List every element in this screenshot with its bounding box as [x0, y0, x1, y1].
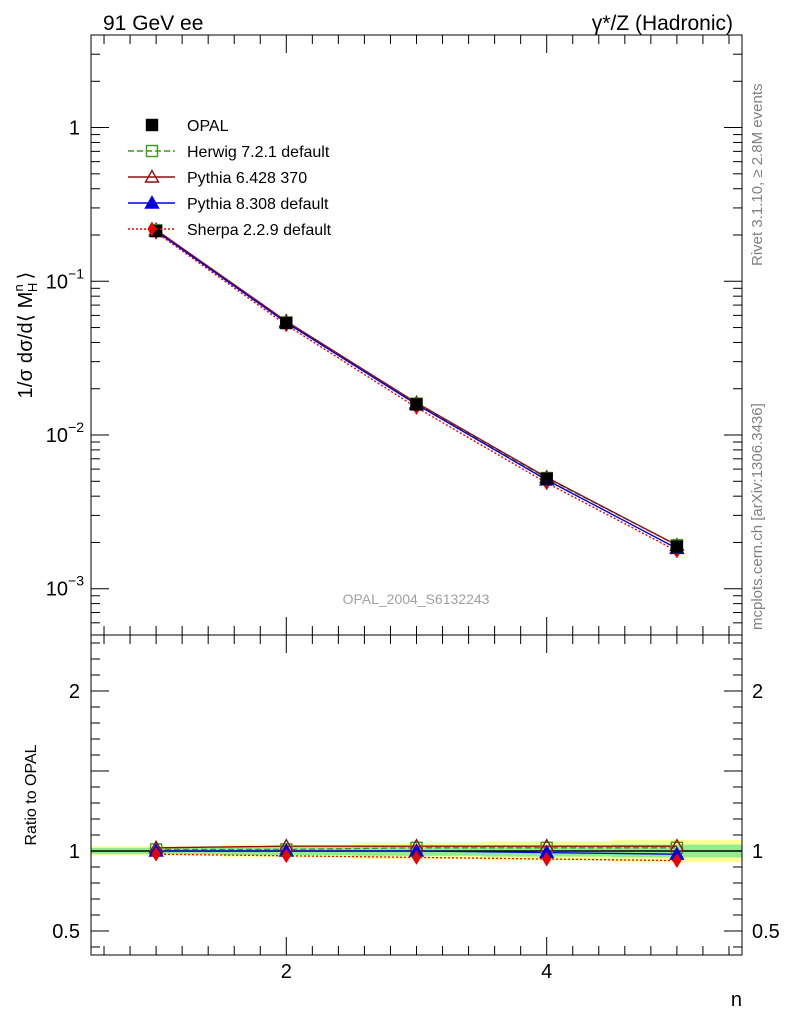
legend-entry-2: Pythia 6.428 370 — [128, 169, 307, 187]
legend-entry-1: Herwig 7.2.1 default — [128, 144, 330, 161]
ratio-y-axis-label: Ratio to OPAL — [23, 744, 40, 845]
main-y-tick-label: 1 — [69, 118, 80, 140]
main-y-axis-label-sub: H — [25, 283, 40, 293]
legend-label: Sherpa 2.2.9 default — [187, 222, 332, 239]
ratio-point-3-4 — [672, 853, 682, 869]
legend-marker — [147, 221, 157, 237]
legend-entry-0: OPAL — [145, 118, 229, 135]
legend-label: Pythia 8.308 default — [187, 196, 329, 213]
energy-title: 91 GeV ee — [103, 12, 203, 35]
legend-entry-4: Sherpa 2.2.9 default — [128, 221, 332, 239]
ratio-y-ticks: 0.5 0.5 1 1 2 2 — [52, 642, 780, 948]
main-y-tick-label: 10−1 — [46, 265, 84, 293]
x-axis-label: n — [731, 989, 742, 1011]
x-tick-label: 4 — [541, 961, 552, 983]
main-series-line-3 — [155, 230, 678, 549]
legend: OPAL Herwig 7.2.1 default Pythia 6.428 370… — [128, 118, 332, 239]
legend-label: Herwig 7.2.1 default — [187, 144, 330, 161]
x-tick-label: 2 — [281, 961, 292, 983]
process-title: γ*/Z (Hadronic) — [592, 12, 733, 35]
main-y-axis-label: 1/σ dσ/d⟨ MnH ⟩ — [11, 272, 40, 399]
main-panel: 1 10−1 10−2 10−3 1/σ dσ/d⟨ MnH ⟩ — [11, 34, 743, 636]
main-y-axis-label-sup: n — [11, 284, 26, 291]
main-y-ticks: 1 10−1 10−2 10−3 — [46, 34, 742, 636]
legend-marker — [145, 144, 159, 158]
ratio-series-line-0 — [156, 847, 677, 851]
legend-marker — [145, 118, 159, 132]
main-point-0-4 — [670, 540, 684, 553]
ratio-point-3-1 — [281, 848, 291, 864]
ratio-point-3-3 — [542, 851, 552, 867]
ratio-y-tick-label-right: 0.5 — [752, 921, 780, 943]
ratio-y-tick-label: 0.5 — [52, 921, 80, 943]
ratio-series — [91, 838, 742, 869]
main-series — [148, 221, 685, 559]
ratio-y-tick-label: 1 — [69, 841, 80, 863]
main-y-axis-label-main: 1/σ dσ/d⟨ M — [15, 292, 37, 399]
main-point-0-1 — [280, 316, 293, 330]
main-y-tick-label: 10−2 — [46, 419, 84, 447]
main-series-line-1 — [155, 229, 678, 546]
rivet-version-label: Rivet 3.1.10, ≥ 2.8M events — [749, 84, 766, 267]
legend-entry-3: Pythia 8.308 default — [128, 195, 329, 213]
main-y-axis-label-end: ⟩ — [15, 272, 37, 280]
main-series-line-2 — [155, 229, 678, 546]
ratio-y-tick-label-right: 1 — [752, 841, 763, 863]
ratio-y-tick-label-right: 2 — [752, 681, 763, 703]
main-series-line-4 — [155, 231, 678, 552]
ratio-point-3-2 — [411, 849, 422, 865]
ratio-point-3-0 — [151, 846, 161, 862]
analysis-watermark: OPAL_2004_S6132243 — [343, 591, 490, 607]
main-y-tick-label: 10−3 — [46, 573, 84, 601]
legend-label: Pythia 6.428 370 — [187, 170, 307, 187]
main-point-0-2 — [410, 398, 423, 411]
main-x-ticks — [103, 35, 730, 635]
ratio-y-tick-label: 2 — [69, 681, 80, 703]
main-point-0-3 — [540, 472, 553, 485]
legend-label: OPAL — [187, 118, 229, 135]
mcplots-label: mcplots.cern.ch [arXiv:1306.3436] — [749, 403, 766, 630]
legend-marker — [144, 195, 160, 209]
ratio-frame — [90, 634, 743, 956]
legend-marker — [144, 169, 160, 183]
